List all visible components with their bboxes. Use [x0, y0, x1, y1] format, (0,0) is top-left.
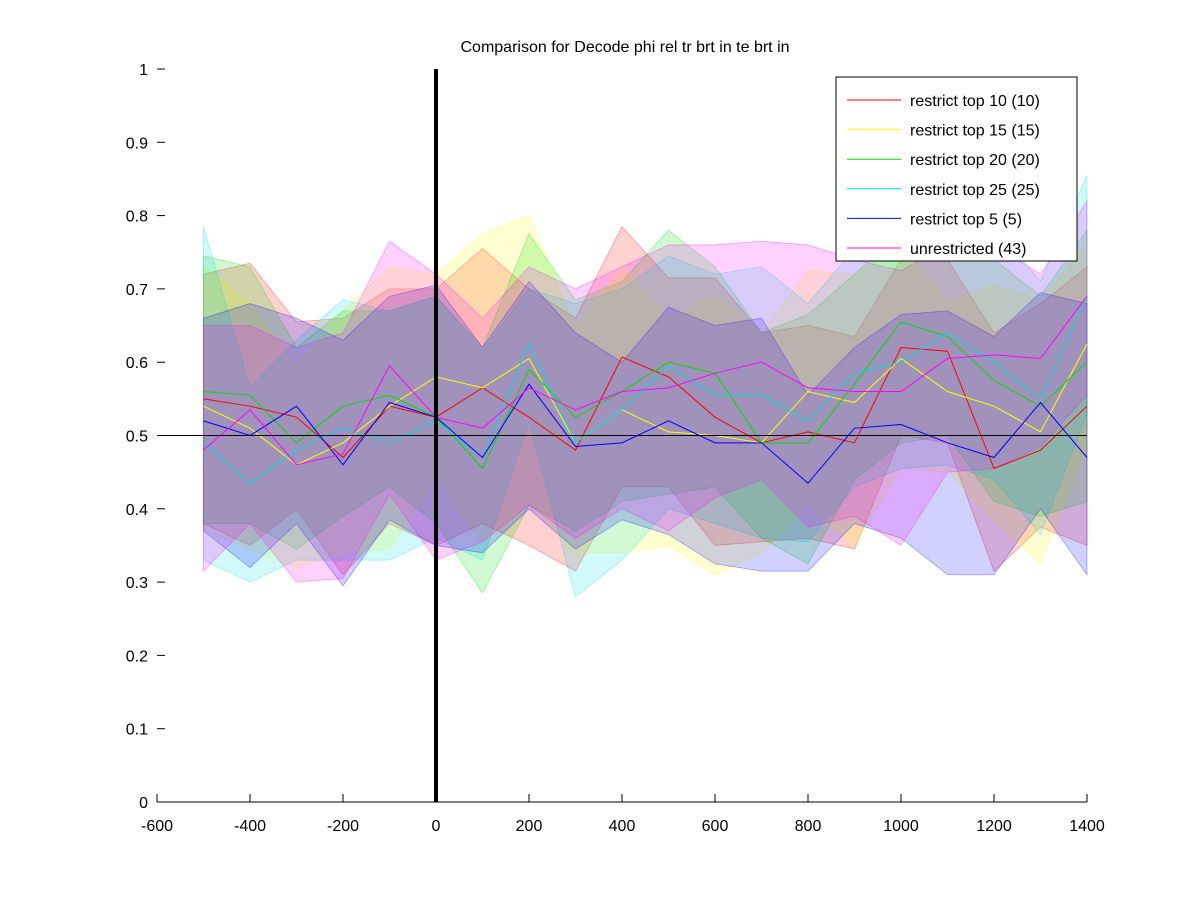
- x-tick-label: 600: [702, 818, 729, 835]
- confidence-band-1: [203, 215, 1088, 576]
- series-line-2: [203, 321, 1088, 470]
- series-line-1: [203, 343, 1088, 466]
- y-tick-label: 0.2: [126, 648, 148, 665]
- confidence-bands: [203, 175, 1088, 598]
- confidence-band-2: [203, 228, 1088, 594]
- series-line-0: [203, 347, 1088, 470]
- x-tick-label: 0: [432, 818, 441, 835]
- legend-label: restrict top 10 (10): [910, 93, 1040, 110]
- y-tick-label: 0.1: [126, 722, 148, 739]
- chart-title: Comparison for Decode phi rel tr brt in …: [460, 39, 789, 56]
- x-tick-label: 1200: [976, 818, 1012, 835]
- legend-box: [835, 76, 1078, 262]
- y-tick-label: 0: [139, 795, 148, 812]
- legend-label: restrict top 20 (20): [910, 152, 1040, 169]
- x-tick-label: -600: [141, 818, 173, 835]
- y-tick-label: 0.9: [126, 135, 148, 152]
- x-tick-label: 1400: [1069, 818, 1105, 835]
- x-tick-label: 400: [609, 818, 636, 835]
- x-tick-label: -200: [327, 818, 359, 835]
- x-tick-label: 200: [516, 818, 543, 835]
- series-line-5: [203, 295, 1088, 466]
- y-tick-label: 1: [139, 62, 148, 79]
- x-tick-label: 800: [795, 818, 822, 835]
- confidence-band-4: [203, 280, 1088, 587]
- legend-label: restrict top 5 (5): [910, 211, 1022, 228]
- reference-lines: [157, 69, 1087, 802]
- series-line-3: [203, 296, 1088, 484]
- confidence-band-5: [203, 199, 1088, 583]
- axes: -600 -400 -200 0 200 400 600 800 1000 1200 1400 0 0.…: [126, 62, 1105, 835]
- series-line-4: [203, 383, 1088, 484]
- legend-label: restrict top 15 (15): [910, 123, 1040, 140]
- y-tick-label: 0.7: [126, 282, 148, 299]
- legend-label: restrict top 25 (25): [910, 182, 1040, 199]
- legend-label: unrestricted (43): [910, 241, 1027, 258]
- x-tick-label: -400: [234, 818, 266, 835]
- x-tick-label: 1000: [883, 818, 919, 835]
- confidence-band-0: [203, 225, 1088, 576]
- y-tick-label: 0.6: [126, 355, 148, 372]
- y-tick-label: 0.4: [126, 502, 148, 519]
- y-tick-label: 0.5: [126, 429, 148, 446]
- legend: restrict top 10 (10) restrict top 15 (15)…: [835, 76, 1078, 262]
- confidence-band-3: [203, 175, 1088, 598]
- series-lines: [203, 295, 1088, 484]
- y-tick-label: 0.8: [126, 209, 148, 226]
- y-tick-label: 0.3: [126, 575, 148, 592]
